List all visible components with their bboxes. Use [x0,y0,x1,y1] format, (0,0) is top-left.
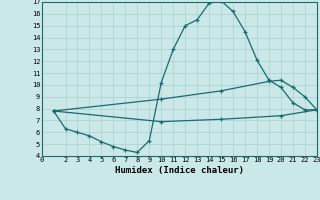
X-axis label: Humidex (Indice chaleur): Humidex (Indice chaleur) [115,166,244,175]
